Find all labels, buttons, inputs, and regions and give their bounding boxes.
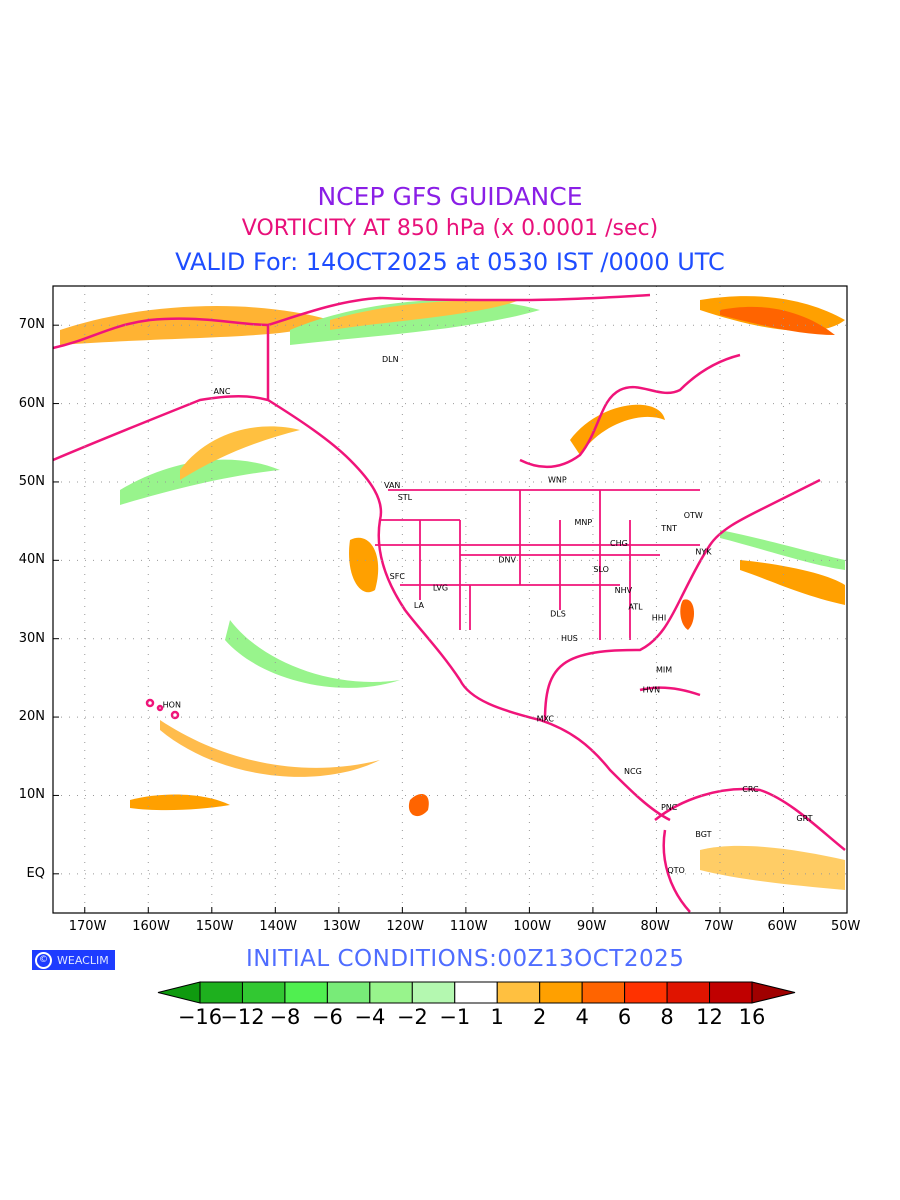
lat-tick-label: 70N bbox=[18, 317, 45, 333]
city-label: HUS bbox=[561, 634, 578, 643]
colorbar-label: −1 bbox=[439, 1005, 471, 1029]
chart-title: NCEP GFS GUIDANCE bbox=[317, 182, 583, 211]
initial-conditions: INITIAL CONDITIONS:00Z13OCT2025 bbox=[246, 946, 685, 972]
colorbar-label: 6 bbox=[617, 1005, 632, 1029]
city-label: TNT bbox=[660, 524, 677, 533]
city-label: DNV bbox=[498, 556, 516, 565]
city-label: NYK bbox=[695, 548, 712, 557]
colorbar-swatch bbox=[199, 981, 243, 1004]
lon-tick-label: 70W bbox=[703, 919, 734, 934]
colorbar-swatch bbox=[241, 981, 286, 1004]
city-label: LA bbox=[414, 601, 425, 610]
colorbar-label: 12 bbox=[696, 1005, 723, 1029]
city-label: OTW bbox=[684, 511, 703, 520]
colorbar-swatch bbox=[581, 981, 626, 1004]
city-label: ATL bbox=[628, 603, 643, 612]
coastlines bbox=[52, 293, 846, 913]
colorbar-swatch bbox=[666, 981, 711, 1004]
lon-tick-label: 100W bbox=[513, 919, 552, 934]
city-label: SLO bbox=[593, 565, 609, 574]
city-label: STL bbox=[398, 493, 413, 502]
city-label: QTO bbox=[667, 866, 684, 875]
lat-tick-label: 10N bbox=[18, 787, 45, 803]
lon-tick-label: 60W bbox=[767, 919, 797, 934]
city-label: LVG bbox=[433, 584, 448, 593]
colorbar-swatch bbox=[284, 981, 328, 1004]
city-label: DLS bbox=[550, 610, 566, 619]
colorbar-swatch bbox=[454, 981, 498, 1004]
colorbar-label: −4 bbox=[354, 1005, 386, 1029]
city-label: NHV bbox=[615, 586, 633, 595]
city-label: NCG bbox=[624, 767, 642, 776]
colorbar-label: −12 bbox=[220, 1005, 265, 1029]
lat-tick-label: EQ bbox=[26, 865, 45, 881]
chart-subtitle: VORTICITY AT 850 hPa (x 0.0001 /sec) bbox=[241, 216, 659, 241]
city-label: MNP bbox=[575, 518, 593, 527]
lon-tick-label: 110W bbox=[449, 919, 488, 934]
colorbar-label: −6 bbox=[311, 1005, 343, 1029]
lon-tick-label: 170W bbox=[68, 919, 107, 934]
colorbar-label: −8 bbox=[269, 1005, 301, 1029]
city-label: CRC bbox=[742, 785, 759, 794]
vorticity-field bbox=[60, 296, 845, 890]
city-label: PNC bbox=[661, 803, 678, 812]
lon-tick-label: 160W bbox=[132, 919, 170, 934]
lon-tick-label: 120W bbox=[386, 919, 425, 934]
lat-tick-label: 60N bbox=[18, 395, 45, 411]
map-frame bbox=[52, 285, 848, 914]
weaclim-logo: © WEACLIM bbox=[32, 950, 115, 970]
city-label: BGT bbox=[695, 830, 711, 839]
colorbar-label: 2 bbox=[533, 1005, 547, 1029]
colorbar-high-arrow bbox=[751, 981, 796, 1004]
city-labels: DLN ANC VAN STL WNP MNP OTW TNT CHG NYK DNV SFC LVG L… bbox=[163, 355, 813, 875]
gridlines bbox=[53, 286, 847, 913]
city-label: SFC bbox=[390, 572, 406, 581]
colorbar-swatch bbox=[496, 981, 541, 1004]
city-label: HHI bbox=[652, 614, 666, 623]
colorbar-swatch bbox=[411, 981, 456, 1004]
valid-time: VALID For: 14OCT2025 at 0530 IST /0000 U… bbox=[175, 248, 725, 276]
lon-tick-label: 50W bbox=[831, 919, 861, 934]
axis-ticks bbox=[53, 324, 848, 913]
city-label: MXC bbox=[537, 715, 555, 724]
state-borders bbox=[375, 489, 700, 640]
lon-tick-label: 140W bbox=[259, 919, 297, 934]
city-label: ANC bbox=[213, 387, 230, 396]
lat-tick-label: 20N bbox=[18, 709, 45, 725]
city-label: VAN bbox=[384, 481, 400, 490]
city-label: HON bbox=[163, 701, 181, 710]
colorbar-label: −16 bbox=[177, 1005, 223, 1029]
colorbar-label: 4 bbox=[575, 1005, 589, 1029]
colorbar-swatch bbox=[624, 981, 668, 1004]
colorbar-swatch bbox=[539, 981, 583, 1004]
colorbar-swatch bbox=[326, 981, 371, 1004]
city-label: DLN bbox=[382, 355, 399, 364]
colorbar-swatch bbox=[369, 981, 413, 1004]
lat-tick-label: 50N bbox=[18, 473, 45, 489]
colorbar-label: 1 bbox=[490, 1005, 504, 1029]
city-label: GRT bbox=[796, 814, 812, 823]
city-label: MIM bbox=[656, 665, 672, 674]
logo-text: WEACLIM bbox=[57, 953, 109, 967]
colorbar-low-arrow bbox=[157, 981, 201, 1004]
colorbar-swatch bbox=[709, 981, 753, 1004]
colorbar-label: 16 bbox=[738, 1005, 766, 1029]
copyright-icon: © bbox=[35, 951, 52, 969]
lon-tick-label: 130W bbox=[322, 919, 361, 934]
city-label: CHG bbox=[610, 539, 628, 548]
colorbar-label: −2 bbox=[396, 1005, 428, 1029]
lat-tick-label: 30N bbox=[18, 630, 45, 646]
city-label: HVN bbox=[643, 686, 660, 695]
city-label: WNP bbox=[548, 476, 567, 485]
lon-tick-label: 90W bbox=[576, 919, 607, 934]
lon-tick-label: 80W bbox=[640, 919, 670, 934]
colorbar-label: 8 bbox=[660, 1005, 674, 1029]
lon-tick-label: 150W bbox=[195, 919, 234, 934]
lat-tick-label: 40N bbox=[18, 552, 45, 568]
